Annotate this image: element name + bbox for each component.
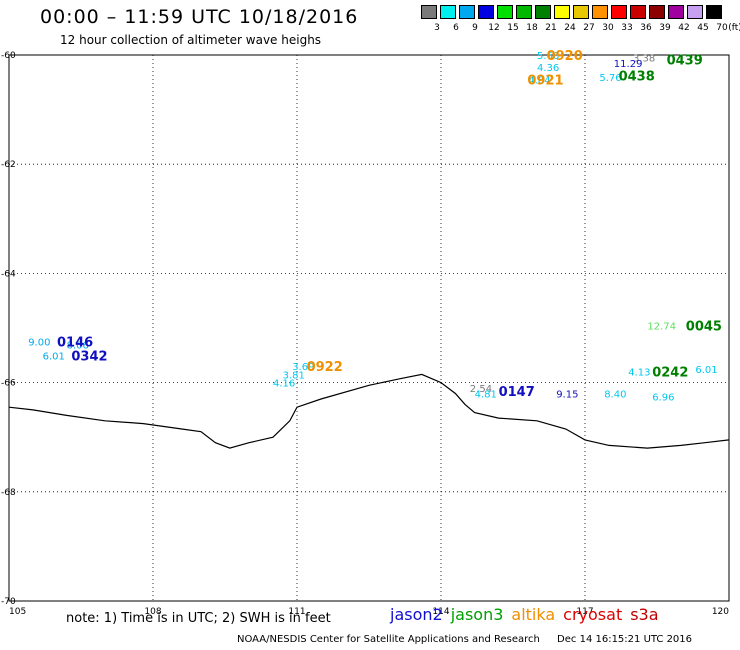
scale-label-18: 18 [526,23,538,33]
scale-swatch-21 [535,5,551,19]
scale-swatch-45 [687,5,703,19]
scale-label-70: 70 [716,23,728,33]
wave-height-label: 4.13 [628,368,650,379]
legend-jason2: jason2 [390,605,443,624]
scale-swatch-39 [649,5,665,19]
legend-cryosat: cryosat [563,605,623,624]
scale-label-42: 42 [678,23,690,33]
coastline [8,373,730,449]
axis-ticks: 105 108 111 114 117 120 -60 -62 -64 -66 -68 -70 [1,51,729,617]
footnote: note: 1) Time is in UTC; 2) SWH is in fe… [66,611,331,626]
legend-altika: altika [511,605,556,624]
scale-swatch-6 [440,5,456,19]
scale-swatch-24 [554,5,570,19]
scale-label-6: 6 [453,23,459,33]
x-tick-label: 120 [712,607,729,617]
y-tick-label: -66 [1,379,16,389]
wave-height-label: 2.54 [470,384,492,395]
x-tick-label: 105 [9,607,26,617]
wave-height-label: 6.01 [43,351,65,362]
wave-height-label: 4.36 [537,63,559,74]
pass-time-label: 0342 [71,349,107,364]
scale-swatch-3 [421,5,437,19]
credit-org: NOAA/NESDIS Center for Satellite Applica… [237,634,540,645]
scale-swatch-15 [497,5,513,19]
pass-time-label: 0920 [547,49,583,64]
y-tick-label: -62 [1,160,16,170]
scale-swatch-12 [478,5,494,19]
y-tick-label: -64 [1,269,16,279]
scale-swatch-70 [706,5,722,19]
satellite-legend: jason2 jason3 altika cryosat s3a [390,605,667,624]
scale-label-12: 12 [488,23,500,33]
map-grid [8,54,730,602]
pass-time-label: 0921 [527,74,563,89]
scale-label-24: 24 [564,23,576,33]
scale-label-21: 21 [545,23,557,33]
wave-height-label: 3.38 [633,54,655,65]
scale-label-30: 30 [602,23,614,33]
pass-time-label: 0146 [57,336,93,351]
wave-height-label: 3.81 [283,370,305,381]
wave-height-label: 8.06 [67,340,89,351]
wave-height-label: 12.74 [647,321,676,332]
pass-time-label: 0242 [652,366,688,381]
pass-time-label: 0922 [307,360,343,375]
y-tick-label: -70 [1,597,16,607]
wave-height-label: 4.16 [273,379,295,390]
y-tick-label: -60 [1,51,16,61]
x-tick-label: 117 [576,607,593,617]
scale-label-45: 45 [697,23,709,33]
scale-label-39: 39 [659,23,671,33]
map-frame [8,54,730,602]
legend-jason3: jason3 [450,605,504,624]
pass-time-label: 0147 [499,385,535,400]
y-tick-label: -68 [1,488,16,498]
generated-timestamp: Dec 14 16:15:21 UTC 2016 [557,634,693,645]
scale-swatch-9 [459,5,475,19]
wave-height-label: 4.81 [475,390,497,401]
scale-label-33: 33 [621,23,633,33]
scale-label-3: 3 [434,23,440,33]
scale-swatch-33 [611,5,627,19]
scale-swatch-18 [516,5,532,19]
wave-height-label: 9.00 [28,338,50,349]
wave-height-label: 8.40 [604,390,626,401]
scale-swatch-42 [668,5,684,19]
scale-label-9: 9 [472,23,478,33]
chart-subtitle: 12 hour collection of altimeter wave hei… [60,33,322,47]
pass-time-label: 0438 [619,70,655,85]
scale-swatch-27 [573,5,589,19]
scale-swatch-36 [630,5,646,19]
scale-label-15: 15 [507,23,519,33]
wave-height-label: 6.01 [695,365,717,376]
wave-height-label: 4.84 [528,76,550,87]
wave-height-label: 11.29 [614,59,643,70]
legend-s3a: s3a [630,605,659,624]
x-tick-label: 111 [288,607,305,617]
x-tick-label: 108 [144,607,161,617]
wave-height-label: 6.96 [652,392,674,403]
scale-label-27: 27 [583,23,595,33]
scale-label-36: 36 [640,23,652,33]
wave-height-label: 3.69 [292,362,314,373]
wave-height-label: 5.76 [599,73,621,84]
scale-unit: (ft) [728,23,740,33]
wave-height-label: 5.66 [537,51,559,62]
pass-time-label: 0439 [667,53,703,68]
chart-title: 00:00 – 11:59 UTC 10/18/2016 [40,6,359,28]
pass-time-label: 0045 [686,319,722,334]
credit-line: NOAA/NESDIS Center for Satellite Applica… [237,634,692,645]
wave-height-label: 9.15 [556,390,578,401]
scale-swatch-30 [592,5,608,19]
x-tick-label: 114 [432,607,449,617]
